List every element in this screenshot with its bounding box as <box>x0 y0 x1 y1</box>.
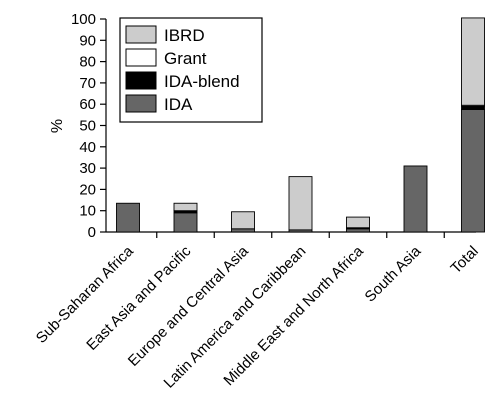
y-tick-label: 100 <box>71 11 96 28</box>
legend-swatch-ibrd <box>125 25 157 44</box>
y-tick-label: 60 <box>79 96 96 113</box>
x-category-label: East Asia and Pacific <box>83 242 194 353</box>
bar-ibrd <box>461 17 485 106</box>
plot-area: 0 10 20 30 40 50 60 70 80 90 100% Sub-Saharan Afric… <box>33 11 485 392</box>
legend-swatch-ida <box>125 94 157 113</box>
legend-label: IDA <box>164 95 193 114</box>
legend-swatch-ida-blend <box>125 71 157 90</box>
x-category-label: South Asia <box>362 242 425 305</box>
y-axis-title: % <box>49 119 66 133</box>
y-tick-label: 10 <box>79 203 96 220</box>
bar-ida <box>461 109 485 233</box>
bar-ida <box>346 228 370 233</box>
bar-ida <box>231 228 255 233</box>
y-tick-label: 90 <box>79 32 96 49</box>
y-tick-label: 30 <box>79 160 96 177</box>
bar-ida <box>173 212 198 233</box>
bar-ibrd <box>173 202 198 212</box>
y-tick-label: 80 <box>79 54 96 71</box>
bar-ida-blend <box>461 105 485 110</box>
y-tick-label: 50 <box>79 118 96 135</box>
bar-ida <box>403 165 428 233</box>
bar-ibrd <box>288 176 313 231</box>
legend-label: IDA-blend <box>164 72 240 91</box>
bar-ibrd <box>346 216 370 229</box>
legend-label: IBRD <box>164 26 205 45</box>
y-tick-label: 40 <box>79 139 96 156</box>
legend-label: Grant <box>164 49 207 68</box>
x-category-label: Total <box>447 243 481 277</box>
legend-swatch-grant <box>125 48 157 67</box>
y-tick-label: 0 <box>88 224 96 241</box>
bar-ida <box>116 202 140 233</box>
y-tick-label: 70 <box>79 75 96 92</box>
x-category-label: Sub-Saharan Africa <box>33 242 137 346</box>
bar-ibrd <box>231 211 255 230</box>
y-tick-label: 20 <box>79 181 96 198</box>
